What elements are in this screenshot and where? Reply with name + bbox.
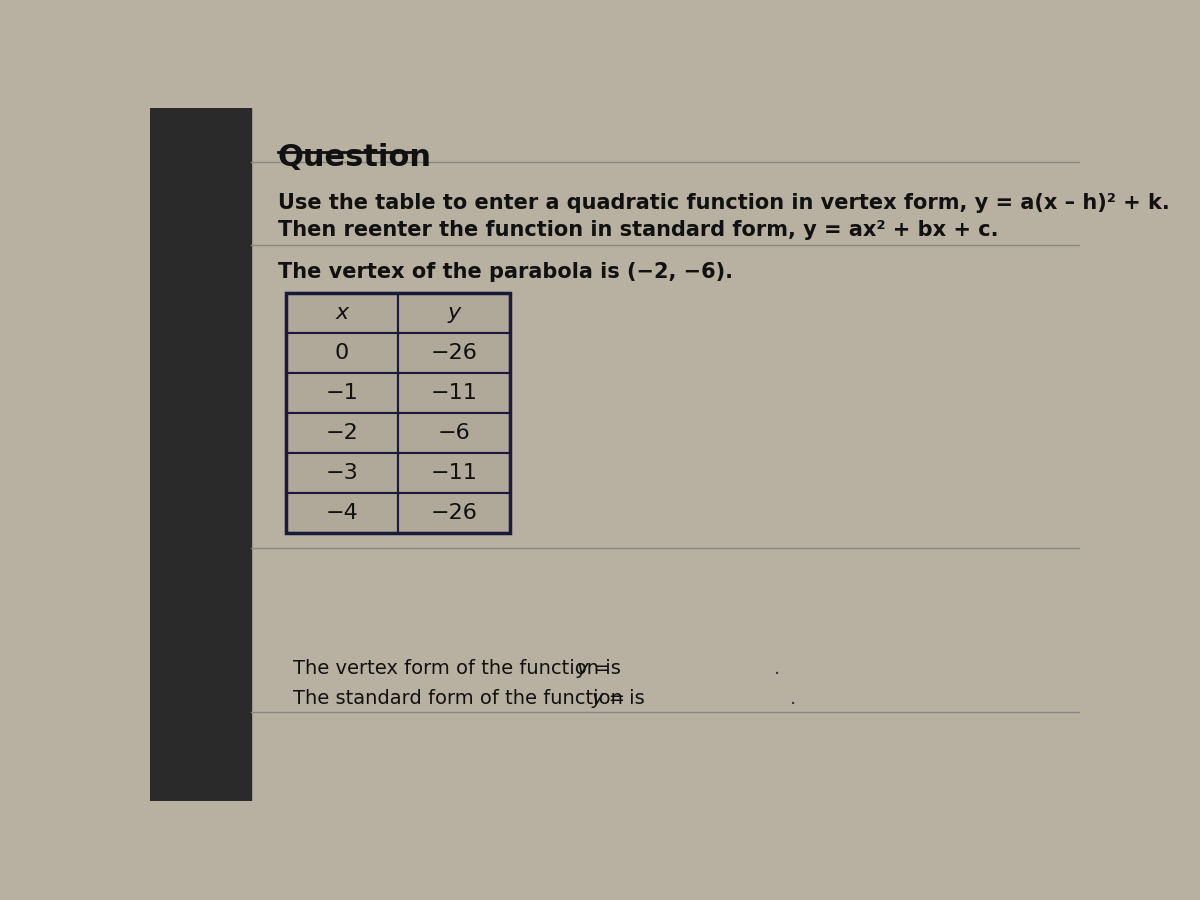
Bar <box>286 413 398 453</box>
Text: The vertex of the parabola is (−2, −6).: The vertex of the parabola is (−2, −6). <box>278 262 733 282</box>
Bar <box>398 373 510 413</box>
Text: 0: 0 <box>335 343 349 363</box>
Text: −26: −26 <box>431 503 478 523</box>
Text: −1: −1 <box>325 382 358 403</box>
Bar <box>286 292 398 333</box>
Text: Use the table to enter a quadratic function in vertex form, y = a(x – h)² + k.: Use the table to enter a quadratic funct… <box>278 193 1170 212</box>
Text: Then reenter the function in standard form, y = ax² + bx + c.: Then reenter the function in standard fo… <box>278 220 998 239</box>
Text: −11: −11 <box>431 382 478 403</box>
Text: The standard form of the function is: The standard form of the function is <box>293 689 652 708</box>
Text: −26: −26 <box>431 343 478 363</box>
Text: x: x <box>335 302 348 323</box>
Bar <box>398 493 510 533</box>
Bar <box>286 333 398 373</box>
Text: y =: y = <box>576 659 611 678</box>
Bar <box>286 493 398 533</box>
Text: −2: −2 <box>325 423 358 443</box>
Bar <box>150 108 251 801</box>
Text: −11: −11 <box>431 463 478 483</box>
Bar <box>398 413 510 453</box>
Text: −3: −3 <box>325 463 358 483</box>
Text: Question: Question <box>278 142 432 172</box>
Text: .: . <box>790 689 796 708</box>
Text: The vertex form of the function is: The vertex form of the function is <box>293 659 628 678</box>
Text: −4: −4 <box>325 503 358 523</box>
Bar <box>398 333 510 373</box>
Text: −6: −6 <box>438 423 470 443</box>
Bar <box>286 292 510 533</box>
Bar <box>398 292 510 333</box>
Text: y: y <box>448 302 461 323</box>
Bar <box>398 453 510 493</box>
Bar <box>286 373 398 413</box>
Bar <box>286 453 398 493</box>
Text: y =: y = <box>592 689 626 708</box>
Text: .: . <box>774 659 780 678</box>
